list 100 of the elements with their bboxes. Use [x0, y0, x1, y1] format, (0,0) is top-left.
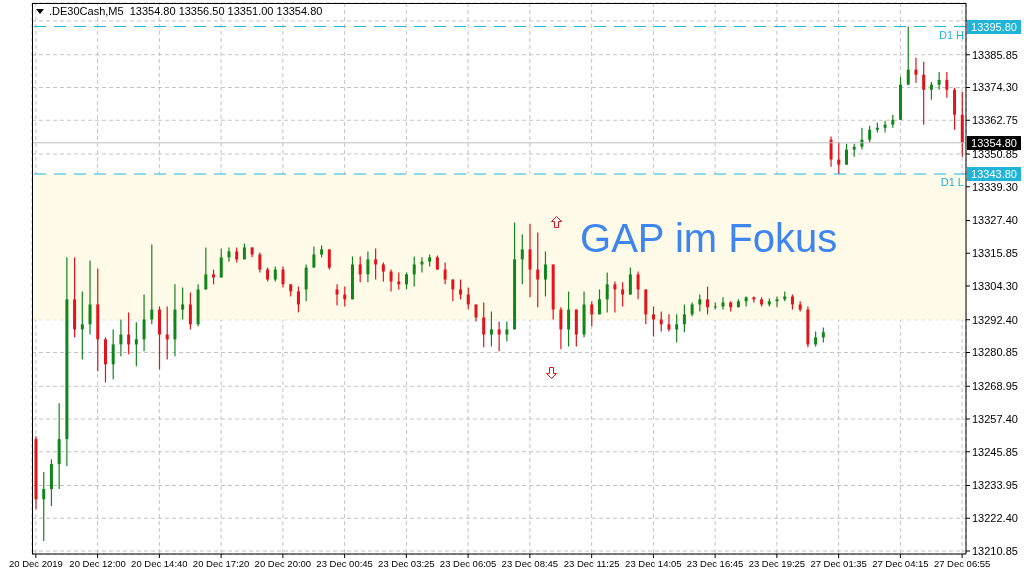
candlestick [327, 248, 331, 271]
candlestick [150, 244, 154, 325]
y-tick-label: 13257.40 [972, 412, 1018, 425]
candlestick [914, 57, 918, 84]
y-tick-label: 13233.95 [972, 479, 1018, 492]
candlestick [528, 223, 532, 298]
candlestick [405, 271, 409, 291]
candlestick [906, 25, 910, 86]
candlestick [837, 141, 841, 175]
text: 13343.80 [967, 167, 1021, 181]
candlestick [922, 61, 926, 126]
candlestick [227, 246, 231, 263]
x-tick-label: 27 Dec 01:35 [810, 557, 867, 569]
candlestick [883, 120, 887, 134]
candlestick [482, 301, 486, 348]
x-tick-label: 23 Dec 16:45 [686, 557, 744, 569]
candlestick [675, 313, 679, 344]
candlestick [945, 71, 949, 99]
x-tick-label: 23 Dec 19:25 [748, 557, 806, 569]
candlestick [188, 291, 192, 330]
ref-line-label: D1 L [940, 176, 964, 188]
candlestick [536, 231, 540, 308]
candlestick [845, 143, 848, 166]
candlestick [134, 321, 138, 367]
y-tick-label: 13304.30 [972, 279, 1018, 292]
candlestick [559, 306, 563, 350]
candlestick [127, 311, 131, 355]
y-tick-label: 13222.40 [972, 512, 1018, 525]
y-tick-label: 13385.85 [972, 48, 1018, 61]
candlestick [605, 271, 609, 313]
candlestick [829, 135, 833, 168]
candlestick [621, 281, 625, 308]
y-tick-label: 13362.75 [972, 114, 1018, 127]
candlestick [543, 250, 547, 298]
candlestick [775, 295, 779, 308]
y-tick-label: 13339.30 [972, 180, 1018, 193]
candlestick [567, 290, 571, 348]
x-tick-label: 23 Dec 00:45 [316, 557, 373, 569]
x-tick-label: 23 Dec 08:45 [501, 557, 559, 569]
candlestick [119, 318, 123, 357]
candlestick [466, 286, 470, 311]
candlestick [443, 261, 447, 285]
x-tick-label: 23 Dec 14:05 [625, 557, 682, 569]
candlestick [520, 233, 524, 285]
candlestick [590, 300, 594, 327]
x-tick-label: 27 Dec 06:55 [933, 557, 991, 569]
candlestick [652, 305, 656, 338]
candlestick [281, 265, 285, 289]
y-tick-label: 13210.85 [972, 544, 1018, 557]
candlestick [258, 251, 262, 273]
candlestick [374, 247, 378, 281]
candlestick [381, 261, 385, 283]
text: 13354.80 [967, 135, 1021, 150]
x-tick-label: 20 Dec 17:20 [192, 557, 250, 569]
candlestick [659, 310, 663, 332]
y-tick-label: 13245.85 [972, 445, 1018, 458]
candlestick [312, 246, 316, 269]
candlestick [937, 71, 941, 91]
candlestick [497, 320, 501, 352]
x-tick-label: 20 Dec 2019 [8, 557, 63, 569]
candlestick [296, 285, 300, 313]
candlestick [358, 255, 362, 283]
ref-line-label: D1 H [938, 28, 965, 41]
annotation: GAP im Fokus [580, 216, 838, 261]
candlestick [158, 305, 161, 370]
y-tick-label: 13315.85 [972, 247, 1018, 260]
chart-title: .DE30Cash,M5 13354.80 13356.50 13351.00 13354.80 [49, 5, 323, 17]
y-tick-label: 13374.30 [972, 81, 1018, 94]
candlestick [335, 283, 339, 306]
candlestick [628, 266, 632, 296]
y-tick-label: 13280.85 [972, 346, 1018, 359]
candlestick [613, 280, 617, 313]
candlestick [42, 471, 46, 542]
candlestick [682, 303, 686, 333]
candlestick [412, 255, 416, 288]
y-tick-label: 13327.40 [972, 214, 1018, 227]
candlestick [451, 278, 455, 302]
candlestick [505, 320, 509, 342]
candlestick [597, 288, 601, 315]
x-tick-label: 20 Dec 20:00 [254, 557, 312, 569]
candlestick [459, 278, 463, 300]
candlestick [181, 286, 185, 321]
text: 13395.80 [967, 19, 1021, 34]
candlestick [489, 310, 493, 348]
candlestick [366, 250, 370, 283]
x-tick-label: 23 Dec 06:05 [439, 557, 497, 569]
candlestick [142, 293, 146, 352]
candlestick [304, 263, 308, 302]
candlestick [204, 246, 208, 291]
candlestick [667, 313, 671, 332]
y-tick-label: 13350.85 [972, 147, 1018, 160]
x-tick-label: 23 Dec 11:25 [563, 557, 620, 569]
candlestick [80, 290, 84, 361]
candlestick [389, 268, 393, 292]
candlestick [88, 259, 92, 336]
x-tick-label: 20 Dec 14:40 [131, 557, 188, 569]
candlestick [706, 285, 710, 315]
candlestick [721, 296, 725, 311]
y-tick-label: 13268.95 [972, 380, 1018, 393]
candlestick [636, 270, 640, 300]
